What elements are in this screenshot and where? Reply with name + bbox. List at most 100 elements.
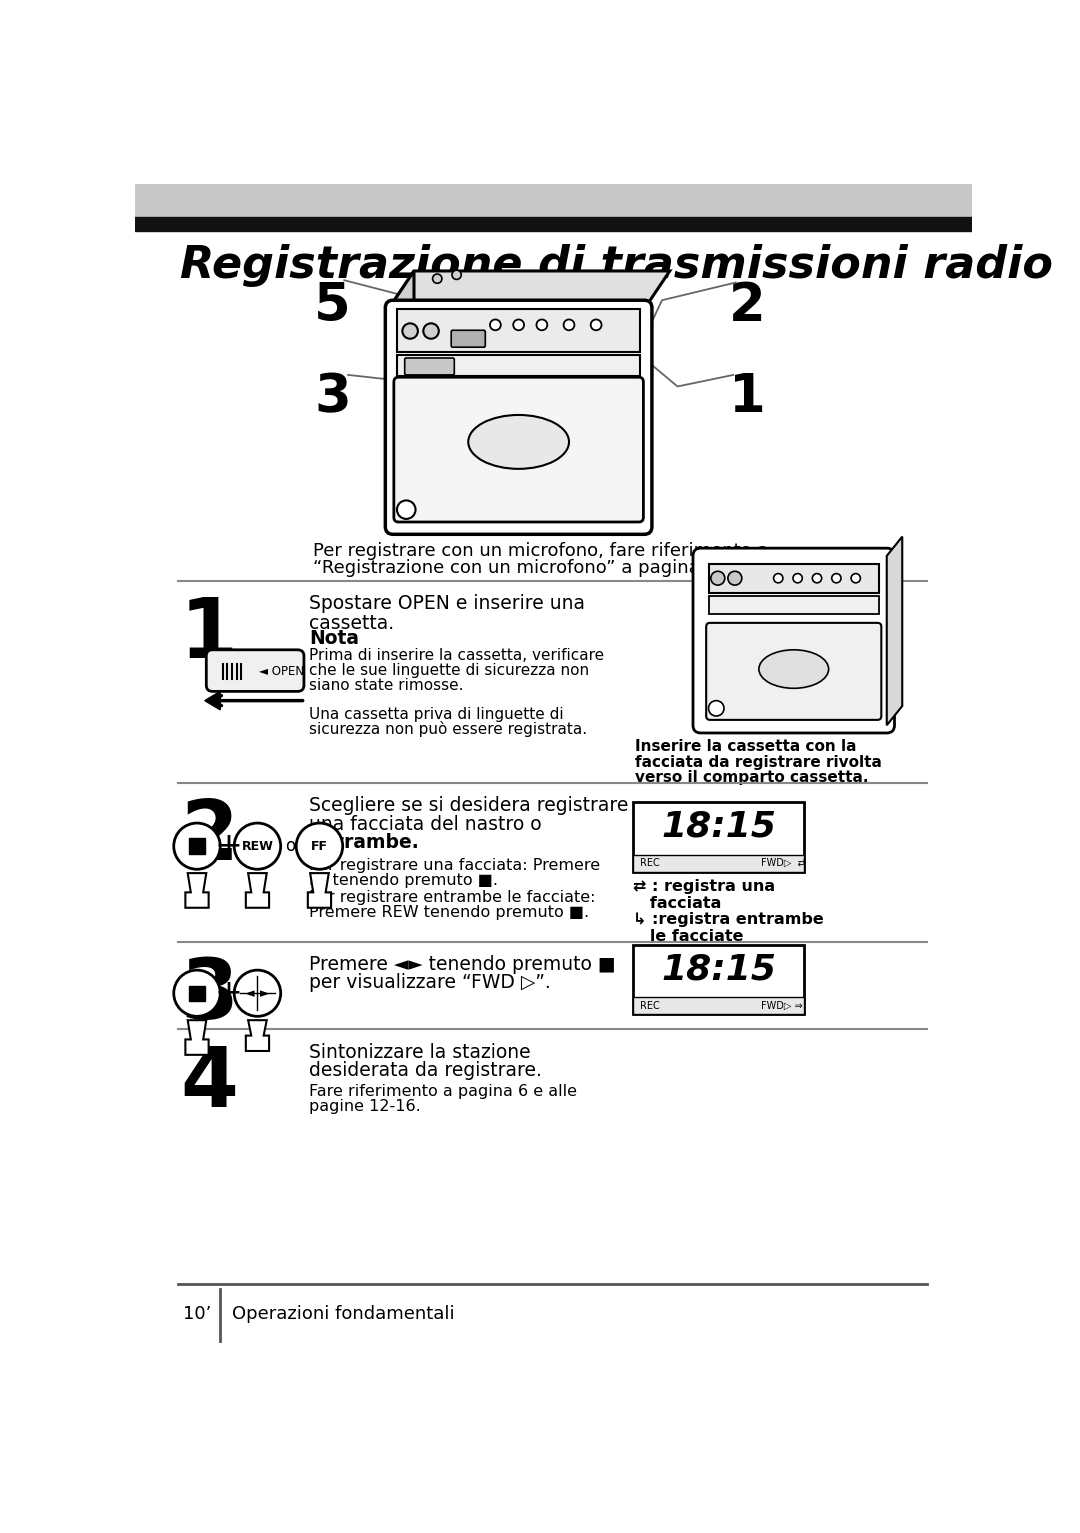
Circle shape [812,573,822,583]
Text: FF: FF [311,840,328,852]
Circle shape [513,319,524,330]
Circle shape [832,573,841,583]
Text: FWD▷  ⇄: FWD▷ ⇄ [761,858,806,868]
Text: ◄: ◄ [245,987,255,1000]
FancyBboxPatch shape [206,650,303,691]
Circle shape [397,500,416,518]
Text: Inserire la cassetta con la: Inserire la cassetta con la [635,739,856,754]
Ellipse shape [759,650,828,688]
Text: Sintonizzare la stazione: Sintonizzare la stazione [309,1042,531,1061]
Text: Scegliere se si desidera registrare: Scegliere se si desidera registrare [309,796,629,816]
Text: Spostare OPEN e inserire una: Spostare OPEN e inserire una [309,595,585,613]
Text: 2: 2 [180,796,238,877]
Ellipse shape [469,415,569,469]
Text: ↳ :registra entrambe: ↳ :registra entrambe [633,912,824,926]
Text: 4: 4 [180,1042,238,1124]
Bar [189,839,205,854]
Polygon shape [391,271,670,305]
Text: 5: 5 [314,281,351,333]
Bar [135,184,972,218]
Text: Nota: Nota [309,629,360,648]
Circle shape [234,970,281,1016]
Circle shape [403,323,418,339]
Circle shape [851,573,861,583]
Circle shape [451,270,461,279]
Text: REC: REC [639,1001,659,1010]
Text: 2: 2 [729,281,766,333]
Text: per visualizzare “FWD ▷”.: per visualizzare “FWD ▷”. [309,973,551,992]
Circle shape [490,319,501,330]
Text: Una cassetta priva di linguette di: Una cassetta priva di linguette di [309,707,564,722]
Text: +: + [214,977,242,1010]
Circle shape [537,319,548,330]
Circle shape [773,573,783,583]
Text: Premere ◄► tenendo premuto ■: Premere ◄► tenendo premuto ■ [309,955,616,973]
Text: “Registrazione con un microfono” a pagina 23.: “Registrazione con un microfono” a pagin… [313,560,734,576]
Text: Premere REW tenendo premuto ■.: Premere REW tenendo premuto ■. [309,906,590,920]
Circle shape [433,274,442,284]
Text: entrambe.: entrambe. [309,832,419,852]
Circle shape [591,319,602,330]
FancyBboxPatch shape [693,549,894,733]
Text: 1: 1 [729,371,766,423]
Text: Registrazione di trasmissioni radio: Registrazione di trasmissioni radio [180,244,1053,287]
Text: sicurezza non può essere registrata.: sicurezza non può essere registrata. [309,722,588,737]
Text: Fare riferimento a pagina 6 e alle: Fare riferimento a pagina 6 e alle [309,1084,578,1099]
Circle shape [564,319,575,330]
Text: verso il comparto cassetta.: verso il comparto cassetta. [635,770,868,785]
Text: 10’: 10’ [183,1305,212,1323]
Polygon shape [391,305,647,529]
Text: FWD▷ ⇒: FWD▷ ⇒ [761,1001,802,1010]
Text: che le sue linguette di sicurezza non: che le sue linguette di sicurezza non [309,662,590,678]
Text: FF tenendo premuto ■.: FF tenendo premuto ■. [309,874,498,888]
FancyBboxPatch shape [451,330,485,346]
Text: Prima di inserire la cassetta, verificare: Prima di inserire la cassetta, verificar… [309,648,605,664]
Text: Per registrare con un microfono, fare riferimento a: Per registrare con un microfono, fare ri… [313,543,769,560]
Text: facciata da registrare rivolta: facciata da registrare rivolta [635,754,881,770]
Text: Per registrare entrambe le facciate:: Per registrare entrambe le facciate: [309,891,596,904]
Bar [397,356,640,377]
Circle shape [711,572,725,586]
Bar [708,564,879,593]
Text: REC: REC [639,858,659,868]
Polygon shape [246,874,269,908]
Circle shape [296,823,342,869]
Circle shape [708,701,724,716]
Polygon shape [308,874,332,908]
FancyBboxPatch shape [405,359,455,376]
Circle shape [728,572,742,586]
Circle shape [234,823,281,869]
Polygon shape [246,1019,269,1052]
Bar [633,944,804,1013]
Text: 18:15: 18:15 [661,809,777,843]
Text: 3: 3 [180,955,238,1036]
Bar [633,996,804,1013]
Text: cassetta.: cassetta. [309,613,394,633]
FancyBboxPatch shape [706,622,881,721]
Text: 3: 3 [314,371,351,423]
Bar [189,986,205,1001]
Text: le facciate: le facciate [633,929,744,943]
Text: +: + [214,829,242,863]
Circle shape [174,970,220,1016]
Bar [397,310,640,351]
FancyBboxPatch shape [394,377,644,523]
Text: ►: ► [260,987,270,1000]
Text: pagine 12-16.: pagine 12-16. [309,1099,421,1114]
Text: Operazioni fondamentali: Operazioni fondamentali [232,1305,455,1323]
FancyBboxPatch shape [386,300,652,535]
Text: una facciata del nastro o: una facciata del nastro o [309,814,542,834]
Text: ⇄ : registra una: ⇄ : registra una [633,880,775,894]
Text: 18:15: 18:15 [661,952,777,986]
Polygon shape [205,691,220,710]
Bar [135,218,972,231]
Text: facciata: facciata [633,897,721,911]
Bar [633,854,804,872]
Polygon shape [887,537,902,725]
Polygon shape [186,1019,208,1055]
Polygon shape [186,874,208,908]
Circle shape [174,823,220,869]
Bar [633,802,804,872]
Text: o: o [285,837,295,855]
Bar [708,596,879,615]
